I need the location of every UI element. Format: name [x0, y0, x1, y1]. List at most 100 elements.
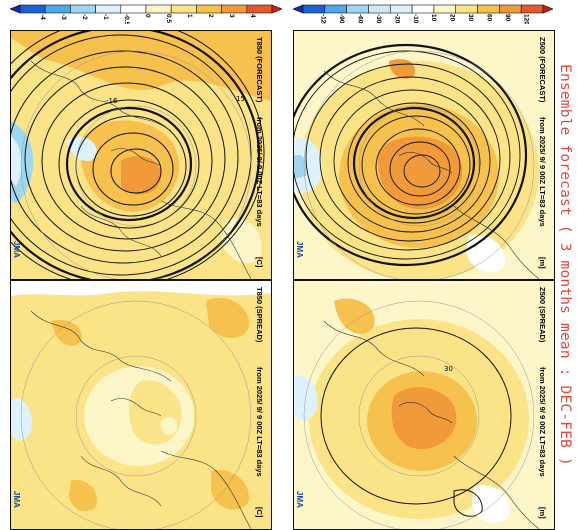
panel-info: from 2025/ 9/ 9 00Z LT=83 days [538, 117, 547, 227]
map-z500-forecast [294, 31, 554, 279]
panel-unit: [C] [255, 257, 264, 268]
anomaly-warm2-fill [11, 31, 271, 101]
colorbar-segment [411, 4, 435, 14]
spread-zero-fill [11, 281, 271, 296]
colorbar-tick-label: 10 [430, 14, 437, 22]
jma-logo: JMA [12, 241, 21, 258]
colorbar-tick-label: 2 [207, 14, 214, 18]
colorbar-tick-label: -90 [338, 14, 345, 24]
colorbar-t850: -4 -3 -2 -1 -0.5 0 0.5 1 2 3 4 [9, 2, 283, 26]
panel-t850-spread: T850 (SPREAD) from 2025/ 9/ 9 00Z LT=83 … [10, 280, 272, 530]
colorbar-segment [170, 4, 197, 14]
colorbar-segment [196, 4, 222, 14]
bold-contours [294, 43, 528, 267]
colorbar-segment [368, 4, 391, 14]
contour-label: -16 [106, 97, 118, 105]
spread-low-fill [160, 416, 178, 435]
colorbar-segment [19, 4, 46, 14]
colorbar-segment [145, 4, 172, 14]
anomaly-warm3-fill [378, 136, 463, 210]
panel-unit: [C] [255, 507, 264, 518]
graticule [20, 300, 252, 529]
colorbar-tick-label: -2 [81, 14, 88, 20]
colorbar-tick-label: 60 [486, 14, 493, 22]
graticule [20, 50, 252, 279]
map-t850-forecast: 15 -16 [11, 31, 271, 279]
colorbar-tick-label: 1 [186, 14, 193, 18]
colorbar-segment [70, 4, 96, 14]
contours [294, 50, 521, 260]
anomaly-cold-fill [66, 136, 97, 161]
title-strip: Ensemble forecast ( 3 months mean : DEC-… [553, 0, 577, 530]
graticule [303, 300, 535, 529]
panel-header: T850 (SPREAD) [255, 287, 264, 343]
panel-info: from 2025/ 9/ 9 00Z LT=83 days [255, 117, 264, 227]
colorbar-segment [44, 4, 71, 14]
colorbar-tick-label: 30 [467, 14, 474, 22]
colorbar-segment [499, 4, 522, 14]
colorbar-z500-svg: -120 -90 -60 -30 -20 -10 10 20 30 60 90 120 [292, 4, 554, 27]
colorbar-tick-label: -1 [102, 14, 109, 20]
spread-high-fill [206, 297, 250, 339]
spread-min-fill [11, 398, 32, 441]
coastlines [30, 310, 252, 529]
colorbar-segment [221, 4, 248, 14]
panel-header: Z500 (SPREAD) [538, 287, 547, 343]
colorbar-segment [346, 4, 369, 14]
colorbar-tick-label: 0 [144, 14, 151, 18]
anomaly-weak-fill [221, 218, 262, 264]
jma-logo: JMA [295, 491, 304, 508]
map-t850-spread [11, 281, 271, 529]
colorbar-tick-label: 20 [449, 14, 456, 22]
colorbar-tick-label: -120 [319, 14, 326, 24]
colorbar-segment [389, 4, 413, 14]
panel-z500-spread: 30 Z500 (SPREAD) from 2025/ 9/ 9 00Z LT=… [293, 280, 555, 530]
spread-high-fill [69, 480, 97, 512]
colorbar-tick-label: 4 [249, 14, 256, 18]
colorbar-arrow-high [271, 4, 283, 14]
colorbar-tick-label: -3 [60, 14, 67, 20]
colorbar-segment [120, 4, 147, 14]
colorbar-tick-label: -4 [39, 14, 46, 20]
colorbar-arrow-high [542, 4, 554, 14]
colorbar-tick-label: 90 [504, 14, 511, 22]
colorbar-arrow-low [9, 4, 21, 14]
colorbar-segment [302, 4, 326, 14]
anomaly-cold2-fill [11, 136, 22, 186]
panel-info: from 2025/ 9/ 9 00Z LT=83 days [538, 367, 547, 477]
spread-zero-fill [472, 485, 510, 523]
colorbar-arrow-low [292, 4, 304, 14]
colorbar-segment [520, 4, 544, 14]
colorbar-segment [95, 4, 122, 14]
colorbar-tick-label: -30 [375, 14, 382, 24]
bold-contours [11, 31, 261, 279]
anomaly-cold-fill [294, 138, 323, 193]
jma-logo: JMA [12, 491, 21, 508]
panel-t850-forecast: 15 -16 T850 (FORECAST) from 2025/ 9/ 9 0… [10, 30, 272, 280]
coastlines [30, 60, 252, 279]
jma-logo: JMA [295, 241, 304, 258]
anomaly-cold2-fill [294, 154, 307, 179]
colorbar-tick-label: -60 [356, 14, 363, 24]
colorbar-segment [246, 4, 273, 14]
colorbar-t850-svg: -4 -3 -2 -1 -0.5 0 0.5 1 2 3 4 [9, 4, 283, 26]
colorbar-z500: -120 -90 -60 -30 -20 -10 10 20 30 60 90 120 [292, 2, 554, 27]
panel-z500-forecast: Z500 (FORECAST) from 2025/ 9/ 9 00Z LT=8… [293, 30, 555, 280]
colorbar-tick-label: 3 [228, 14, 235, 18]
contour-label: 30 [444, 365, 453, 373]
graticule [303, 50, 535, 279]
colorbar-tick-label: -10 [412, 14, 419, 24]
colorbar-tick-label: 0.5 [165, 14, 172, 23]
colorbar-segment [455, 4, 478, 14]
panel-unit: [m] [538, 257, 547, 269]
contour-label: 15 [236, 95, 245, 103]
colorbar-tick-label: 120 [523, 14, 530, 24]
colorbar-tick-label: -20 [393, 14, 400, 24]
panel-header: T850 (FORECAST) [255, 37, 264, 103]
panel-info: from 2025/ 9/ 9 00Z LT=83 days [255, 367, 264, 477]
spread-high-fill [51, 319, 82, 346]
map-z500-spread: 30 [294, 281, 554, 529]
panel-header: Z500 (FORECAST) [538, 37, 547, 103]
colorbar-segment [324, 4, 347, 14]
colorbar-tick-label: -0.5 [123, 14, 130, 24]
